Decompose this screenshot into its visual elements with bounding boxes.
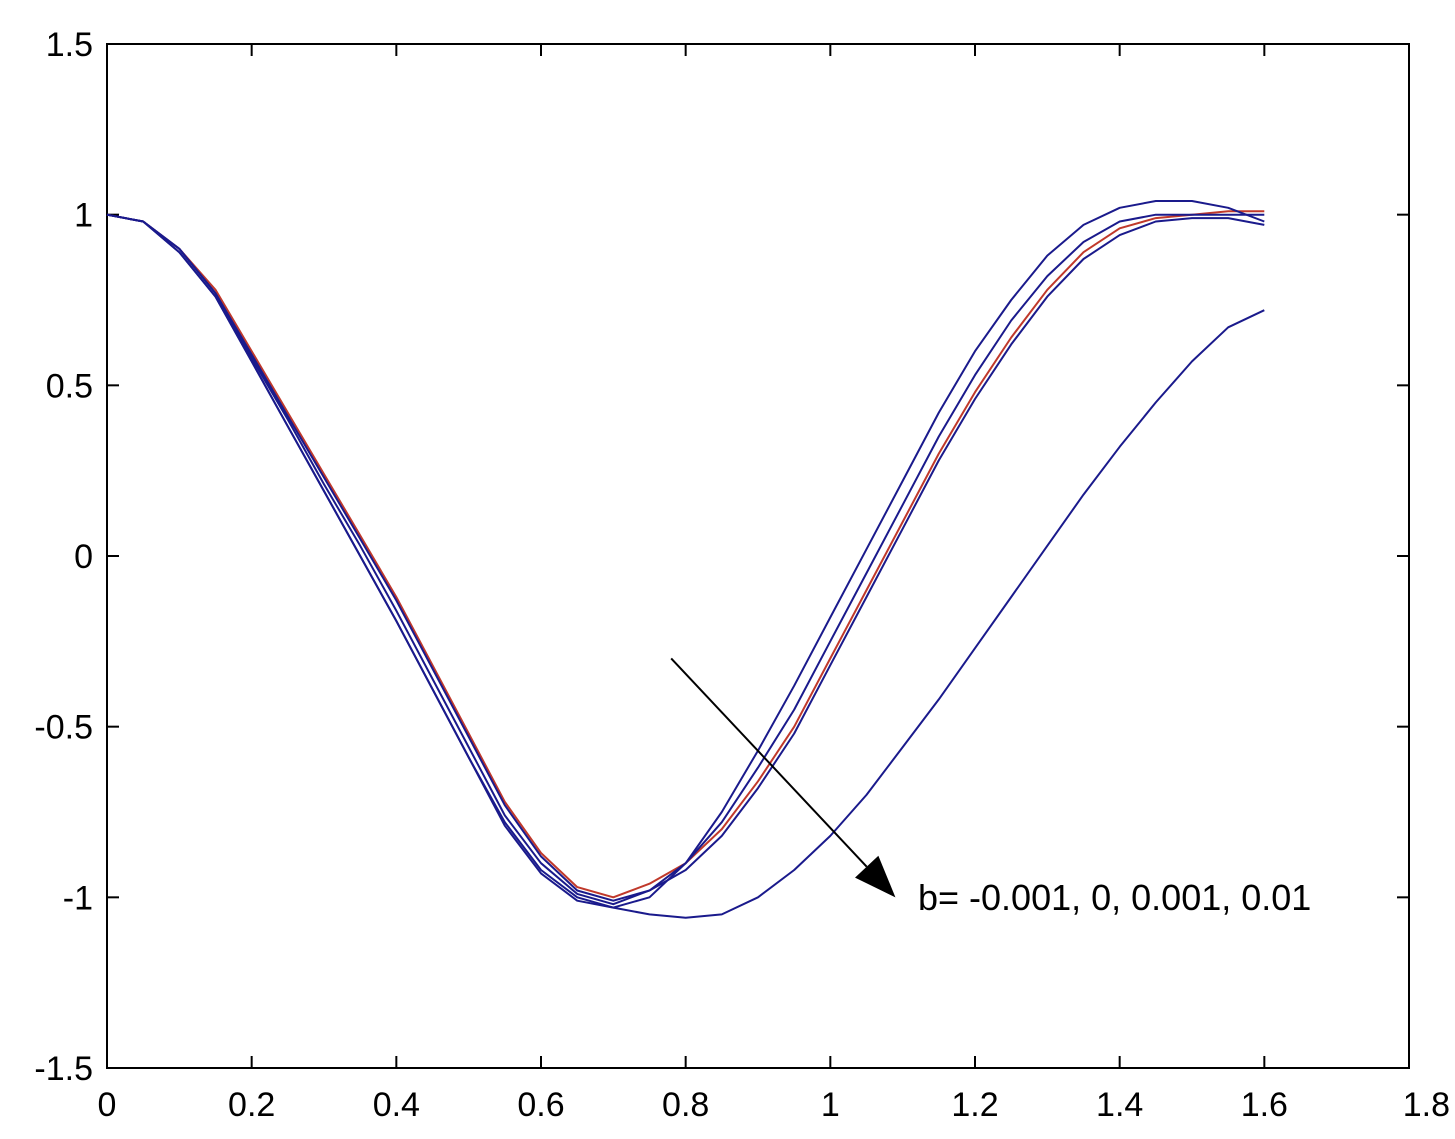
x-tick-label: 0.4: [373, 1086, 420, 1124]
annotation-arrow: [670, 657, 868, 868]
x-tick-label: 1.8: [1403, 1086, 1450, 1124]
x-tick-label: 1.6: [1241, 1086, 1288, 1124]
x-tick-label: 0.6: [517, 1086, 564, 1124]
y-tick-label: 0: [74, 538, 93, 576]
annotation-arrowhead: [855, 855, 896, 898]
series-line-2: [106, 213, 1265, 902]
y-tick-label: -1.5: [34, 1050, 93, 1088]
x-axis-ticks: 0 0.2 0.4 0.6 0.8 1 1.2 1.4 1.6 1.8: [98, 44, 1450, 1124]
y-tick-label: -1: [63, 879, 93, 917]
x-tick-label: 1.2: [951, 1086, 998, 1124]
y-tick-label: 0.5: [46, 367, 93, 405]
annotation-label: b= -0.001, 0, 0.001, 0.01: [918, 877, 1311, 918]
y-axis-ticks: 1.5 1 0.5 0 -0.5 -1 -1.5: [34, 26, 1409, 1088]
x-tick-label: 0.8: [662, 1086, 709, 1124]
x-tick-label: 1: [821, 1086, 840, 1124]
y-tick-label: 1.5: [46, 26, 93, 64]
x-tick-label: 1.4: [1096, 1086, 1143, 1124]
x-tick-label: 0.2: [228, 1086, 275, 1124]
x-tick-label: 0: [98, 1086, 117, 1124]
series-line-5: [106, 213, 1265, 919]
y-tick-label: -0.5: [34, 709, 93, 747]
y-tick-label: 1: [74, 197, 93, 235]
annotation: b= -0.001, 0, 0.001, 0.01: [670, 657, 1311, 918]
series-layer: [106, 200, 1265, 919]
